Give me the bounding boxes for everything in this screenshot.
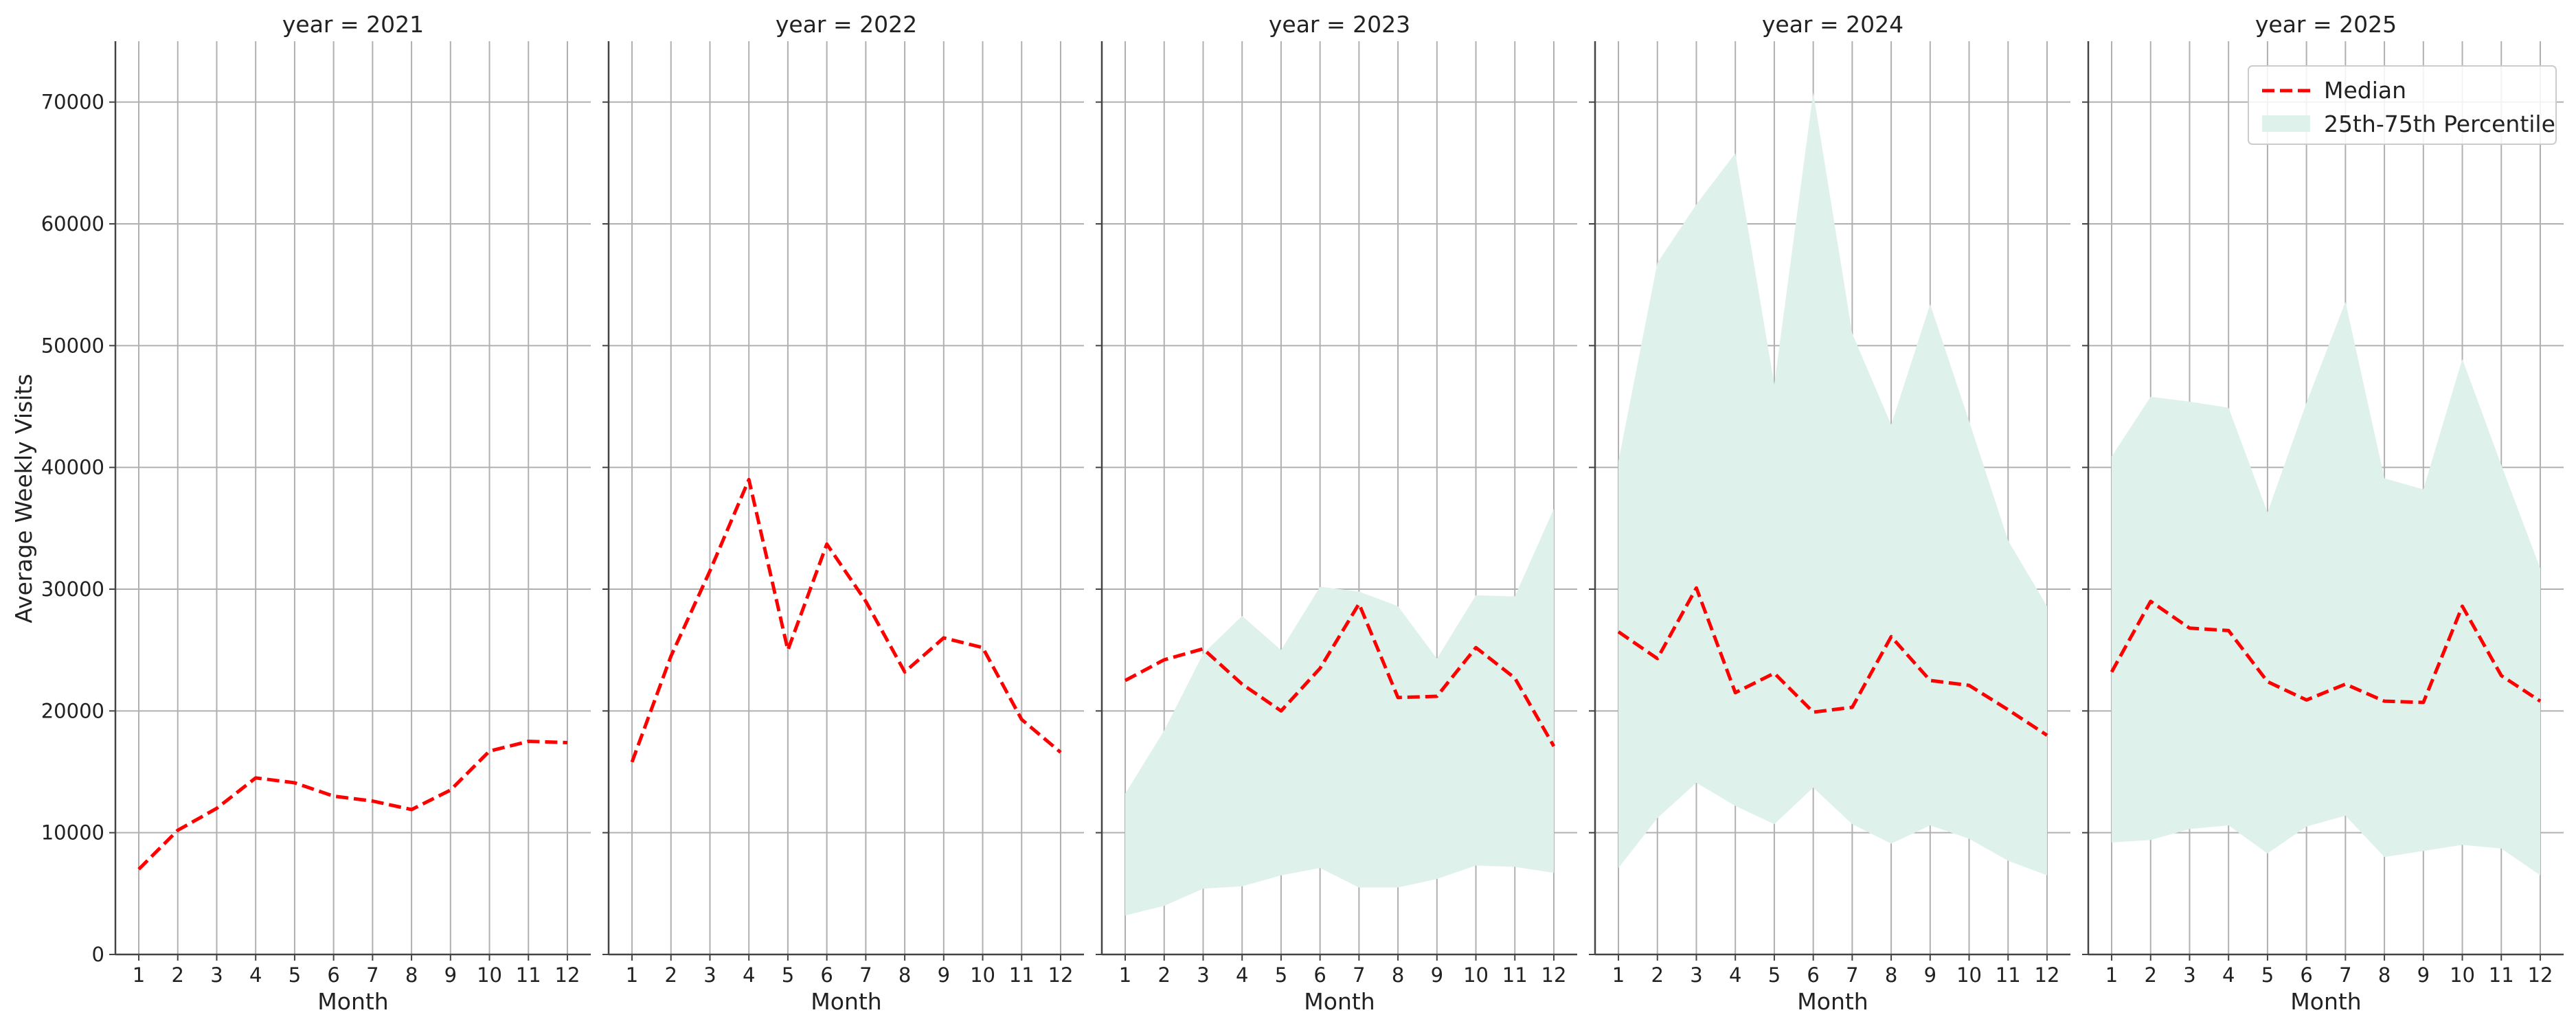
x-tick-label: 1 (2105, 963, 2118, 987)
legend-band-swatch (2262, 115, 2310, 132)
x-tick-label: 2 (665, 963, 677, 987)
x-tick-label: 6 (327, 963, 339, 987)
x-tick-label: 12 (2528, 963, 2553, 987)
x-tick-label: 8 (1392, 963, 1404, 987)
x-tick-label: 12 (555, 963, 580, 987)
x-tick-label: 7 (1846, 963, 1858, 987)
x-tick-label: 6 (1313, 963, 1326, 987)
x-tick-label: 5 (782, 963, 794, 987)
legend-median-label: Median (2324, 77, 2406, 104)
y-tick-label: 40000 (41, 456, 104, 479)
x-tick-label: 6 (820, 963, 833, 987)
median-line (1617, 586, 2048, 737)
x-tick-label: 10 (1956, 963, 1982, 987)
x-tick-label: 9 (1431, 963, 1443, 987)
panel-title: year = 2025 (2255, 11, 2397, 38)
x-tick-label: 12 (1048, 963, 1074, 987)
x-tick-label: 8 (2378, 963, 2391, 987)
legend-band-label: 25th-75th Percentile (2324, 111, 2555, 137)
median-line (1124, 602, 1556, 747)
panel-title: year = 2024 (1762, 11, 1903, 38)
x-tick-label: 9 (2417, 963, 2430, 987)
x-tick-label: 4 (743, 963, 755, 987)
x-axis-label: Month (317, 988, 388, 1015)
x-tick-label: 10 (1463, 963, 1489, 987)
percentile-band (1618, 92, 2047, 876)
legend: Median 25th-75th Percentile (2248, 65, 2557, 145)
x-tick-label: 11 (1502, 963, 1528, 987)
median-line (137, 740, 568, 871)
x-tick-label: 8 (1885, 963, 1897, 987)
x-tick-label: 5 (1768, 963, 1781, 987)
median-line (2110, 599, 2542, 705)
x-tick-label: 1 (1119, 963, 1131, 987)
x-tick-label: 1 (626, 963, 638, 987)
y-tick-label: 0 (92, 943, 104, 966)
x-tick-label: 7 (366, 963, 379, 987)
x-tick-label: 9 (1924, 963, 1936, 987)
x-tick-label: 12 (1541, 963, 1567, 987)
x-axis-label: Month (1797, 988, 1868, 1015)
x-tick-label: 3 (210, 963, 223, 987)
panel-title: year = 2022 (776, 11, 917, 38)
y-tick-label: 20000 (41, 699, 104, 722)
x-tick-label: 11 (516, 963, 541, 987)
x-tick-label: 10 (970, 963, 995, 987)
x-tick-label: 11 (2489, 963, 2514, 987)
y-tick-label: 30000 (41, 577, 104, 601)
x-tick-label: 5 (2261, 963, 2274, 987)
x-tick-label: 11 (1009, 963, 1035, 987)
x-tick-label: 1 (133, 963, 145, 987)
x-axis-label: Month (1304, 988, 1375, 1015)
x-tick-label: 3 (1197, 963, 1209, 987)
x-tick-label: 4 (2222, 963, 2235, 987)
panel-title: year = 2021 (282, 11, 424, 38)
y-axis-label: Average Weekly Visits (10, 374, 37, 623)
x-tick-label: 5 (289, 963, 301, 987)
x-tick-label: 4 (249, 963, 262, 987)
x-tick-label: 3 (703, 963, 716, 987)
y-tick-label: 60000 (41, 212, 104, 236)
x-tick-label: 3 (1690, 963, 1702, 987)
legend-box (2248, 65, 2557, 145)
percentile-band (1125, 508, 1554, 916)
x-tick-label: 4 (1729, 963, 1741, 987)
x-tick-label: 8 (405, 963, 418, 987)
y-tick-label: 50000 (41, 334, 104, 357)
x-tick-label: 9 (444, 963, 457, 987)
x-axis-label: Month (811, 988, 881, 1015)
x-tick-label: 11 (1996, 963, 2021, 987)
percentile-band (2112, 301, 2540, 876)
x-tick-label: 3 (2183, 963, 2195, 987)
x-tick-label: 2 (1651, 963, 1664, 987)
x-tick-label: 8 (899, 963, 911, 987)
x-tick-label: 7 (1353, 963, 1365, 987)
median-line (630, 477, 1062, 763)
x-tick-label: 7 (859, 963, 872, 987)
x-tick-label: 9 (938, 963, 950, 987)
x-tick-label: 10 (477, 963, 502, 987)
x-tick-label: 4 (1236, 963, 1248, 987)
x-tick-label: 12 (2035, 963, 2060, 987)
x-tick-label: 6 (2300, 963, 2312, 987)
x-tick-label: 10 (2450, 963, 2475, 987)
x-tick-label: 1 (1612, 963, 1625, 987)
x-tick-label: 7 (2339, 963, 2351, 987)
x-tick-label: 2 (1158, 963, 1171, 987)
panel-title: year = 2023 (1269, 11, 1410, 38)
x-axis-label: Month (2290, 988, 2361, 1015)
y-tick-label: 10000 (41, 821, 104, 845)
x-tick-label: 5 (1275, 963, 1287, 987)
x-tick-label: 2 (172, 963, 184, 987)
y-tick-label: 70000 (41, 91, 104, 114)
x-tick-label: 6 (1807, 963, 1819, 987)
x-tick-label: 2 (2145, 963, 2157, 987)
